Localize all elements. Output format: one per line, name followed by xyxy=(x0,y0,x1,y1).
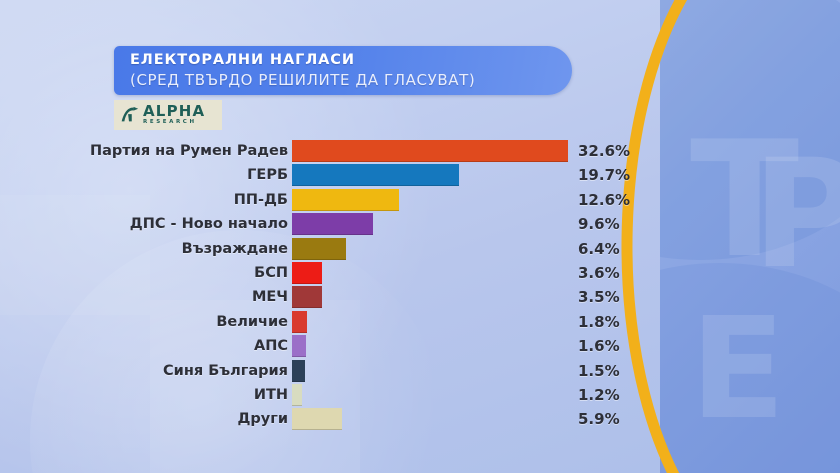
bar-value: 19.7% xyxy=(578,166,631,185)
bar-label: Синя България xyxy=(163,362,288,379)
bar-label: АПС xyxy=(254,338,288,355)
bar-value: 1.6% xyxy=(578,337,620,356)
chart-row: ДПС - Ново начало 9.6% xyxy=(0,213,840,237)
bar xyxy=(292,140,569,162)
bar xyxy=(292,164,459,187)
alpha-logo-wordmark: ALPHA RESEARCH xyxy=(143,104,205,126)
page-subtitle: (СРЕД ТВЪРДО РЕШИЛИТЕ ДА ГЛАСУВАТ) xyxy=(130,71,476,89)
watermark-letter-2: Р xyxy=(752,128,840,302)
bar-value: 9.6% xyxy=(578,215,620,234)
bar-value: 1.8% xyxy=(578,312,620,331)
watermark-letter-1: Т xyxy=(690,106,802,293)
chart-row: МЕЧ 3.5% xyxy=(0,286,840,310)
bar-value: 3.6% xyxy=(578,263,620,282)
background-shape-2 xyxy=(0,195,150,315)
bar xyxy=(292,237,347,260)
bar-value: 12.6% xyxy=(578,190,631,209)
bar xyxy=(292,213,374,236)
bar-label: ГЕРБ xyxy=(247,167,288,184)
alpha-research-logo: ALPHA RESEARCH xyxy=(114,100,222,130)
logo-subname: RESEARCH xyxy=(143,119,197,126)
chart-row: ИТН 1.2% xyxy=(0,383,840,408)
bar-value: 1.2% xyxy=(578,385,620,404)
bar-label: ПП-ДБ xyxy=(233,191,288,208)
chart-row: Други 5.9% xyxy=(0,408,840,432)
bar-label: МЕЧ xyxy=(251,289,288,306)
watermark-letter-3: Е xyxy=(690,288,788,451)
bar-label: ИТН xyxy=(253,386,288,403)
bar-label: Партия на Румен Радев xyxy=(89,143,288,159)
bar-value: 3.5% xyxy=(578,288,620,307)
bar xyxy=(292,383,303,406)
chart-row: ГЕРБ 19.7% xyxy=(0,164,840,188)
bar xyxy=(292,286,322,309)
title-banner: ЕЛЕКТОРАЛНИ НАГЛАСИ (СРЕД ТВЪРДО РЕШИЛИТ… xyxy=(114,46,572,95)
bar xyxy=(292,335,306,358)
chart-row: Възраждане 6.4% xyxy=(0,237,840,262)
chart-row: ПП-ДБ 12.6% xyxy=(0,188,840,213)
alpha-logo-icon xyxy=(121,106,139,122)
bar-label: Величие xyxy=(216,313,288,330)
logo-name: ALPHA xyxy=(143,102,206,121)
chart-row: Партия на Румен Радев 32.6% xyxy=(0,140,840,164)
bar xyxy=(292,310,308,333)
bar-value: 6.4% xyxy=(578,239,620,258)
bar xyxy=(292,261,323,284)
bar-label: Други xyxy=(237,411,288,428)
background-shape-1 xyxy=(150,300,360,473)
bar-label: БСП xyxy=(254,264,288,281)
bar xyxy=(292,188,399,211)
chart-row: АПС 1.6% xyxy=(0,335,840,359)
bar-value: 32.6% xyxy=(578,142,631,160)
bar xyxy=(292,408,342,431)
page-title: ЕЛЕКТОРАЛНИ НАГЛАСИ xyxy=(130,52,355,68)
bar-value: 5.9% xyxy=(578,410,620,429)
bar-value: 1.5% xyxy=(578,361,620,380)
chart-row: БСП 3.6% xyxy=(0,261,840,286)
bar xyxy=(292,359,305,382)
chart-row: Синя България 1.5% xyxy=(0,359,840,384)
bar-label: Възраждане xyxy=(181,240,288,257)
bar-label: ДПС - Ново начало xyxy=(129,216,288,233)
bar-chart: Партия на Румен Радев 32.6% ГЕРБ 19.7% ПП-ДБ… xyxy=(0,140,840,433)
chart-row: Величие 1.8% xyxy=(0,310,840,335)
